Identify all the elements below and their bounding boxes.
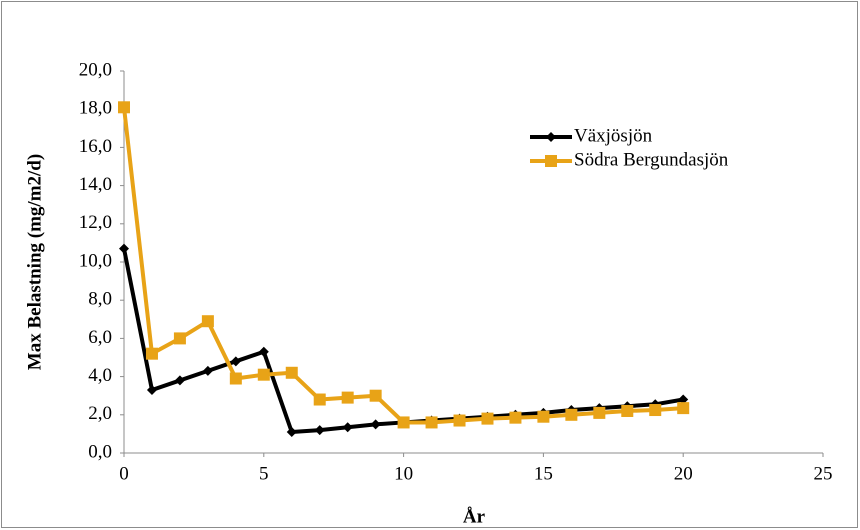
legend-marker xyxy=(546,132,556,142)
marker xyxy=(229,372,242,385)
marker xyxy=(397,416,410,429)
marker xyxy=(313,393,326,406)
marker xyxy=(258,346,269,357)
y-tick-label: 10,0 xyxy=(79,250,112,271)
marker xyxy=(565,408,578,421)
marker xyxy=(369,389,382,402)
marker xyxy=(230,356,241,367)
marker xyxy=(118,101,130,114)
marker xyxy=(257,368,270,381)
marker xyxy=(678,394,689,405)
marker xyxy=(202,365,213,376)
marker xyxy=(370,419,381,430)
marker xyxy=(621,404,634,417)
y-tick-label: 2,0 xyxy=(88,403,112,424)
y-tick-label: 14,0 xyxy=(79,174,112,195)
marker xyxy=(146,384,157,395)
marker xyxy=(593,406,606,419)
y-tick-label: 8,0 xyxy=(88,289,112,310)
marker xyxy=(509,411,522,424)
y-tick-label: 20,0 xyxy=(79,59,112,80)
legend-marker xyxy=(545,155,557,167)
marker xyxy=(649,404,662,417)
marker xyxy=(677,402,690,415)
marker xyxy=(342,422,353,433)
y-tick-label: 18,0 xyxy=(79,98,112,119)
marker xyxy=(425,416,438,429)
y-tick-label: 0,0 xyxy=(88,441,112,462)
x-tick-label: 10 xyxy=(394,463,413,484)
marker xyxy=(453,414,466,427)
legend-label: Växjösjön xyxy=(574,125,653,146)
marker xyxy=(537,410,550,423)
x-tick-label: 15 xyxy=(534,463,553,484)
x-tick-label: 20 xyxy=(674,463,693,484)
marker xyxy=(174,375,185,386)
marker xyxy=(145,347,158,360)
marker xyxy=(173,332,186,345)
marker xyxy=(285,366,298,379)
x-axis-title: År xyxy=(463,506,486,527)
marker xyxy=(341,391,354,404)
x-tick-label: 0 xyxy=(119,463,129,484)
y-tick-label: 16,0 xyxy=(79,136,112,157)
y-tick-label: 4,0 xyxy=(88,365,112,386)
marker xyxy=(481,412,494,425)
y-axis-title: Max Belastning (mg/m2/d) xyxy=(24,154,45,370)
marker xyxy=(119,243,129,254)
legend-label: Södra Bergundasjön xyxy=(574,149,729,170)
marker xyxy=(286,426,297,437)
marker xyxy=(314,425,325,436)
marker xyxy=(201,315,214,328)
x-tick-label: 5 xyxy=(259,463,269,484)
y-tick-label: 6,0 xyxy=(88,327,112,348)
y-tick-label: 12,0 xyxy=(79,212,112,233)
x-tick-label: 25 xyxy=(814,463,833,484)
